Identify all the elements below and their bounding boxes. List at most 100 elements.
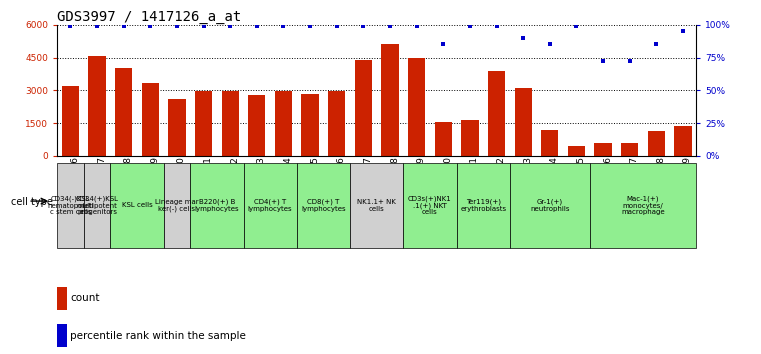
Bar [541, 130, 559, 156]
Bar [190, 163, 244, 248]
Text: GSM686640: GSM686640 [177, 156, 186, 211]
Text: Ter119(+)
erythroblasts: Ter119(+) erythroblasts [460, 199, 506, 212]
Text: GSM686648: GSM686648 [390, 156, 399, 211]
Point [117, 23, 129, 29]
Bar [403, 163, 457, 248]
Point [463, 23, 476, 29]
Bar [648, 131, 665, 156]
Bar [84, 163, 110, 248]
Point [357, 23, 369, 29]
Point [304, 23, 317, 29]
Bar [594, 143, 612, 156]
Text: GDS3997 / 1417126_a_at: GDS3997 / 1417126_a_at [57, 10, 241, 24]
Bar [195, 91, 212, 156]
Text: Gr-1(+)
neutrophils: Gr-1(+) neutrophils [530, 199, 569, 212]
Point [170, 23, 183, 29]
Bar [115, 68, 132, 156]
Bar [62, 86, 79, 156]
Point [650, 41, 662, 47]
Text: GSM686645: GSM686645 [310, 156, 319, 211]
Text: CD34(+)KSL
multipotent
progenitors: CD34(+)KSL multipotent progenitors [75, 195, 119, 215]
Point [145, 23, 157, 29]
Point [597, 59, 609, 64]
Point [330, 23, 342, 29]
Point [277, 23, 289, 29]
Bar [301, 93, 319, 156]
Bar [57, 324, 67, 347]
Bar [488, 70, 505, 156]
Bar [110, 163, 164, 248]
Text: CD4(+) T
lymphocytes: CD4(+) T lymphocytes [248, 199, 292, 212]
Point [411, 23, 423, 29]
Text: CD8(+) T
lymphocytes: CD8(+) T lymphocytes [301, 199, 345, 212]
Text: GSM686643: GSM686643 [256, 156, 266, 211]
Text: GSM686638: GSM686638 [123, 156, 132, 211]
Bar [674, 126, 692, 156]
Text: GSM686649: GSM686649 [417, 156, 425, 211]
Text: count: count [70, 293, 100, 303]
Text: GSM686654: GSM686654 [549, 156, 559, 211]
Bar [57, 163, 84, 248]
Point [198, 23, 210, 29]
Bar [297, 163, 350, 248]
Point [384, 23, 396, 29]
Text: Mac-1(+)
monocytes/
macrophage: Mac-1(+) monocytes/ macrophage [621, 195, 665, 215]
Bar [408, 57, 425, 156]
Point [517, 35, 530, 41]
Bar [435, 122, 452, 156]
Bar [168, 99, 186, 156]
Bar [355, 60, 372, 156]
Text: GSM686652: GSM686652 [496, 156, 505, 211]
Bar [381, 44, 399, 156]
Text: B220(+) B
lymphocytes: B220(+) B lymphocytes [195, 199, 239, 212]
Bar [514, 88, 532, 156]
Point [437, 41, 449, 47]
Point [624, 59, 636, 64]
Bar [142, 82, 159, 156]
Bar [328, 91, 345, 156]
Bar [457, 163, 510, 248]
Text: GSM686641: GSM686641 [204, 156, 212, 211]
Text: GSM686642: GSM686642 [230, 156, 239, 211]
Point [64, 23, 76, 29]
Text: GSM686657: GSM686657 [630, 156, 638, 211]
Bar [461, 120, 479, 156]
Text: KSL cells: KSL cells [122, 202, 152, 208]
Point [490, 23, 502, 29]
Bar [164, 163, 190, 248]
Text: Lineage mar
ker(-) cells: Lineage mar ker(-) cells [155, 199, 199, 212]
Bar [568, 146, 585, 156]
Text: CD34(-)KSL
hematopoieti
c stem cells: CD34(-)KSL hematopoieti c stem cells [47, 195, 94, 215]
Point [571, 23, 583, 29]
Text: GSM686651: GSM686651 [470, 156, 479, 211]
Text: GSM686637: GSM686637 [97, 156, 106, 211]
Text: NK1.1+ NK
cells: NK1.1+ NK cells [357, 199, 396, 212]
Bar [275, 91, 292, 156]
Text: GSM686644: GSM686644 [283, 156, 292, 211]
Text: GSM686656: GSM686656 [603, 156, 612, 211]
Bar [221, 91, 239, 156]
Text: GSM686655: GSM686655 [577, 156, 585, 211]
Text: GSM686659: GSM686659 [683, 156, 692, 211]
Text: cell type: cell type [11, 197, 53, 207]
Text: GSM686646: GSM686646 [336, 156, 345, 211]
Text: GSM686658: GSM686658 [656, 156, 665, 211]
Text: GSM686647: GSM686647 [363, 156, 372, 211]
Point [543, 41, 556, 47]
Text: GSM686650: GSM686650 [443, 156, 452, 211]
Bar [590, 163, 696, 248]
Bar [248, 95, 266, 156]
Bar [350, 163, 403, 248]
Bar [510, 163, 590, 248]
Text: CD3s(+)NK1
.1(+) NKT
cells: CD3s(+)NK1 .1(+) NKT cells [408, 195, 452, 215]
Point [250, 23, 263, 29]
Bar [88, 56, 106, 156]
Point [677, 28, 689, 34]
Text: GSM686636: GSM686636 [70, 156, 79, 211]
Text: GSM686639: GSM686639 [151, 156, 159, 211]
Point [224, 23, 236, 29]
Bar [244, 163, 297, 248]
Text: GSM686653: GSM686653 [524, 156, 532, 211]
Bar [57, 287, 67, 309]
Text: percentile rank within the sample: percentile rank within the sample [70, 331, 247, 341]
